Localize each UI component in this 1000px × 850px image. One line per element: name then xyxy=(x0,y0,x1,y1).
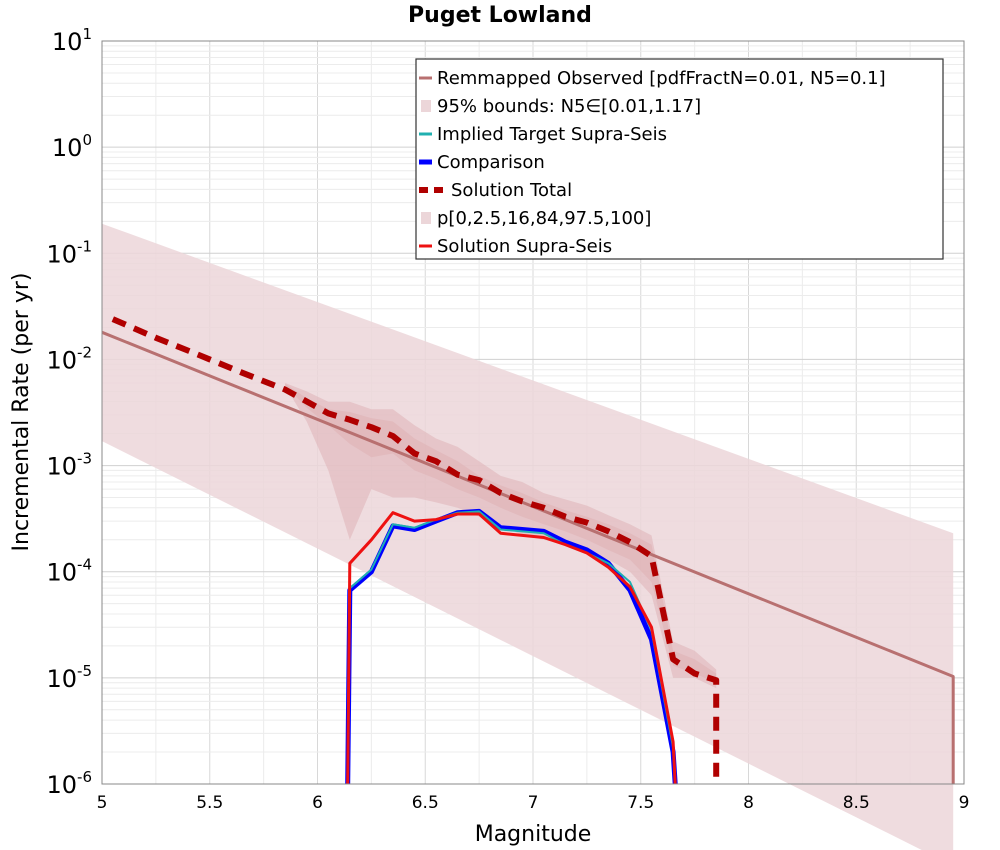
legend: Remmapped Observed [pdfFractN=0.01, N5=0… xyxy=(415,58,944,260)
legend-label-5: p[0,2.5,16,84,97.5,100] xyxy=(437,208,651,229)
x-tick-label: 6 xyxy=(312,793,323,813)
x-tick-label: 5.5 xyxy=(196,793,223,813)
x-tick-label: 7 xyxy=(528,793,539,813)
y-axis-label: Incremental Rate (per yr) xyxy=(9,273,34,552)
x-axis-label: Magnitude xyxy=(475,822,592,847)
legend-swatch-5 xyxy=(421,212,431,224)
plot-frame xyxy=(101,40,965,785)
legend-label-1: 95% bounds: N5∈[0.01,1.17] xyxy=(437,96,701,117)
legend-label-0: Remmapped Observed [pdfFractN=0.01, N5=0… xyxy=(437,68,886,89)
x-ticks: 5 5.5 6 6.5 7 7.5 8 8.5 9 xyxy=(97,793,970,813)
percentile-band-outer xyxy=(285,383,717,689)
series-layer xyxy=(101,316,955,785)
x-tick-label: 8.5 xyxy=(843,793,870,813)
y-tick-label: 10-6 xyxy=(46,768,92,799)
y-tick-label: 10-4 xyxy=(46,556,92,587)
x-tick-label: 7.5 xyxy=(627,793,654,813)
legend-label-3: Comparison xyxy=(437,152,545,173)
x-tick-label: 9 xyxy=(959,793,970,813)
x-tick-label: 6.5 xyxy=(412,793,439,813)
chart-title: Puget Lowland xyxy=(408,3,592,28)
series-line-1 xyxy=(111,316,720,784)
y-ticks: 101 100 10-1 10-2 10-3 10-4 10-5 10-6 xyxy=(46,25,92,799)
x-tick-label: 5 xyxy=(97,793,108,813)
series-line-4 xyxy=(346,511,677,785)
y-tick-label: 10-3 xyxy=(46,450,92,481)
series-line-3 xyxy=(346,510,677,785)
legend-box xyxy=(415,58,944,260)
legend-swatch-1 xyxy=(421,100,431,112)
y-tick-label: 101 xyxy=(52,25,92,56)
y-tick-label: 100 xyxy=(52,131,92,162)
y-tick-label: 10-2 xyxy=(46,343,92,374)
x-tick-label: 8 xyxy=(743,793,754,813)
y-tick-label: 10-5 xyxy=(46,662,92,693)
y-tick-label: 10-1 xyxy=(46,237,92,268)
legend-label-2: Implied Target Supra-Seis xyxy=(437,124,667,145)
series-line-0 xyxy=(101,330,955,784)
legend-label-4: Solution Total xyxy=(451,180,572,201)
legend-label-6: Solution Supra-Seis xyxy=(437,236,612,257)
